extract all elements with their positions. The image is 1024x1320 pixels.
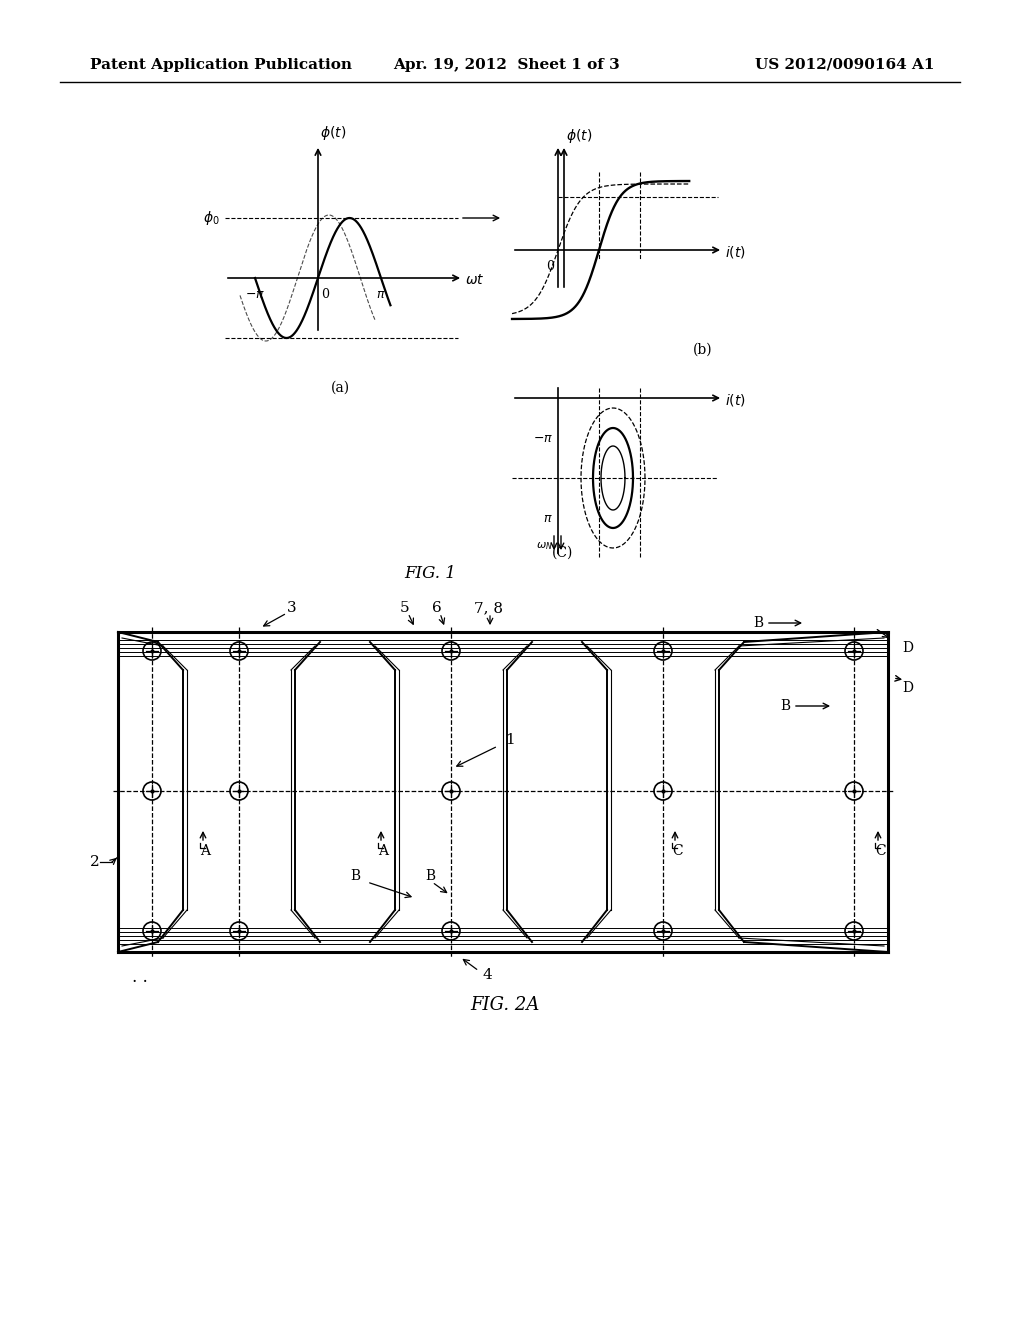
Text: A: A	[378, 843, 388, 858]
Text: $\pi$: $\pi$	[376, 288, 386, 301]
Text: B: B	[350, 869, 360, 883]
Text: (b): (b)	[693, 343, 713, 356]
Text: $-\pi$: $-\pi$	[532, 432, 553, 445]
Text: FIG. 2A: FIG. 2A	[470, 997, 540, 1014]
Text: $-\pi$: $-\pi$	[245, 288, 265, 301]
Text: 0: 0	[546, 260, 554, 273]
Text: $\omega t$: $\omega t$	[465, 273, 484, 286]
Text: B: B	[753, 616, 763, 630]
Text: B: B	[780, 700, 790, 713]
Text: Patent Application Publication: Patent Application Publication	[90, 58, 352, 73]
Text: 4: 4	[482, 968, 492, 982]
Text: $\pi$: $\pi$	[544, 511, 553, 524]
Text: . .: . .	[132, 969, 147, 986]
Text: $i(t)$: $i(t)$	[725, 244, 745, 260]
Text: 0: 0	[321, 288, 329, 301]
Text: $\phi(t)$: $\phi(t)$	[319, 124, 346, 143]
Text: 6: 6	[432, 601, 442, 615]
Text: 7, 8: 7, 8	[473, 601, 503, 615]
Text: US 2012/0090164 A1: US 2012/0090164 A1	[755, 58, 935, 73]
Text: Apr. 19, 2012  Sheet 1 of 3: Apr. 19, 2012 Sheet 1 of 3	[393, 58, 620, 73]
Text: $\phi(t)$: $\phi(t)$	[566, 127, 592, 145]
Text: D: D	[902, 642, 913, 655]
Text: C: C	[874, 843, 886, 858]
Text: A: A	[200, 843, 210, 858]
Text: (C): (C)	[552, 546, 573, 560]
Text: B: B	[425, 869, 435, 883]
Text: 5: 5	[400, 601, 410, 615]
Text: $\omega_N$: $\omega_N$	[537, 540, 553, 552]
Text: 1: 1	[505, 733, 515, 747]
Text: $\phi_0$: $\phi_0$	[204, 209, 220, 227]
Text: (a): (a)	[331, 381, 349, 395]
Text: 3: 3	[287, 601, 297, 615]
Text: C: C	[672, 843, 683, 858]
Text: D: D	[902, 681, 913, 696]
Text: 2: 2	[90, 855, 100, 869]
Text: FIG. 1: FIG. 1	[404, 565, 456, 582]
Text: $i(t)$: $i(t)$	[725, 392, 745, 408]
